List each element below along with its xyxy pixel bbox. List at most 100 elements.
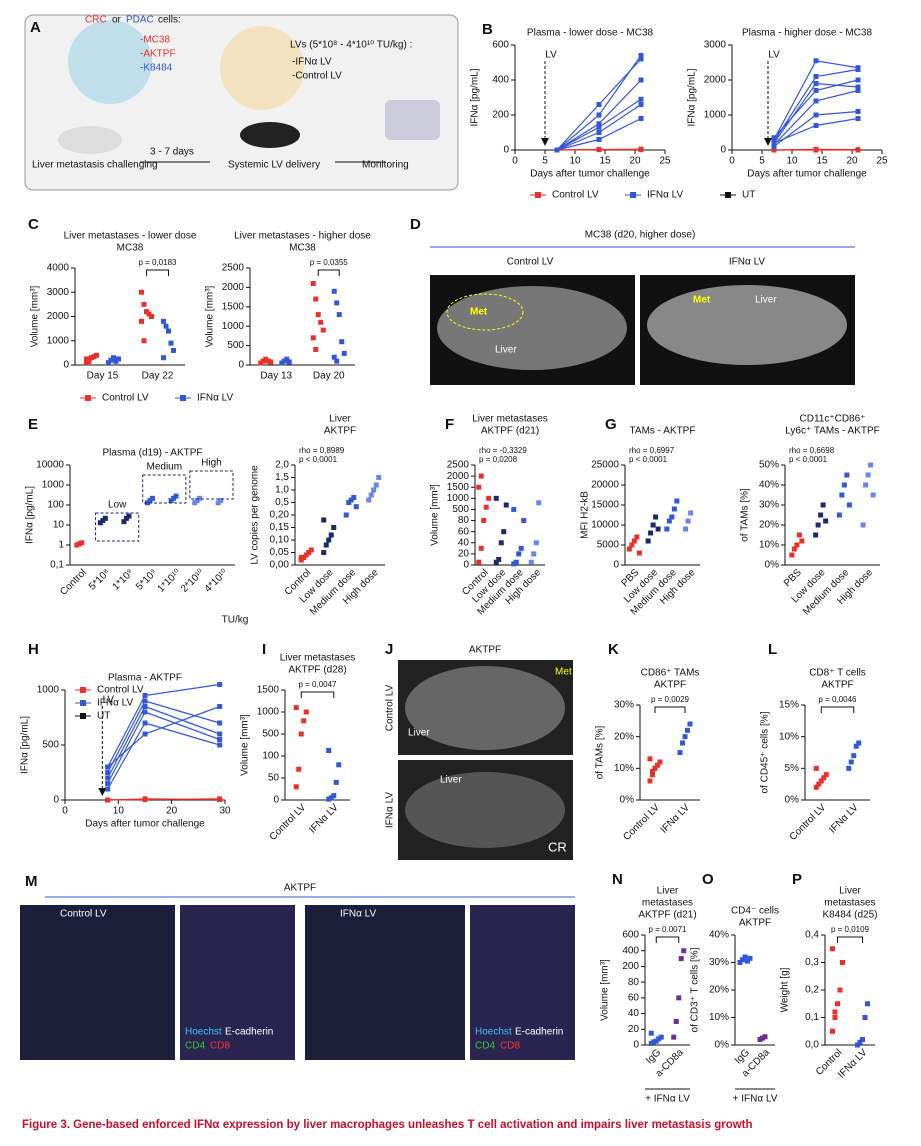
point xyxy=(493,495,499,501)
y-tick-label: 500 xyxy=(42,740,59,751)
point xyxy=(865,472,871,478)
x-tick-label: 30 xyxy=(219,806,231,817)
point xyxy=(669,514,675,520)
point xyxy=(476,484,482,490)
point xyxy=(851,753,857,759)
point xyxy=(142,709,148,715)
point xyxy=(286,359,292,365)
panel-title: Plasma - AKTPF xyxy=(108,673,182,684)
legend-label: Control LV xyxy=(552,190,599,201)
point xyxy=(310,335,316,341)
legend-label: Control LV xyxy=(97,685,144,696)
panel-letter: H xyxy=(28,641,39,658)
y-tick-label: 0,4 xyxy=(805,930,819,941)
y-tick-label: 0 xyxy=(273,795,279,806)
point xyxy=(116,356,121,362)
point xyxy=(478,473,484,479)
point xyxy=(685,727,690,733)
y-tick-label: 80 xyxy=(458,515,470,526)
point xyxy=(655,526,661,532)
y-axis-label: of CD3⁺ T cells [%] xyxy=(690,947,701,1032)
y-tick-label: 0 xyxy=(633,1040,639,1051)
x-axis-label: Days after tumor challenge xyxy=(85,819,205,830)
x-tick-label: 2*10¹⁰ xyxy=(179,567,207,595)
y-tick-label: 4000 xyxy=(47,263,70,274)
y-tick-label: 30% xyxy=(759,500,779,511)
point xyxy=(860,522,866,528)
panel-title: metastases xyxy=(642,898,693,909)
y-tick-label: 500 xyxy=(227,340,244,351)
y-tick-label: 0,1 xyxy=(50,560,64,571)
y-axis-label: MFI H2-kB xyxy=(580,491,591,539)
y-tick-label: 1 xyxy=(58,540,64,551)
x-tick-label: 20 xyxy=(166,806,178,817)
point xyxy=(596,130,602,135)
point xyxy=(647,756,653,762)
y-tick-label: 1000 xyxy=(257,707,280,718)
x-tick-label: 0 xyxy=(62,806,68,817)
annotation: LV xyxy=(768,50,780,61)
point xyxy=(745,958,750,964)
label: cells: xyxy=(158,15,181,26)
point xyxy=(481,518,487,524)
point xyxy=(818,512,824,518)
point xyxy=(840,960,845,965)
image-label: IFNα LV xyxy=(340,909,376,920)
point xyxy=(823,518,829,524)
y-tick-label: 10% xyxy=(614,763,634,774)
x-tick-label: Control xyxy=(58,567,89,598)
y-tick-label: 0% xyxy=(785,795,800,806)
point xyxy=(631,538,637,544)
y-tick-label: 2000 xyxy=(222,282,245,293)
point xyxy=(351,495,357,500)
point xyxy=(150,495,155,501)
stain-label: CD4 xyxy=(185,1041,205,1052)
point xyxy=(493,559,499,565)
y-tick-label: 50 xyxy=(268,773,280,784)
x-tick-label: 15 xyxy=(599,156,611,167)
y-tick-label: 1500 xyxy=(447,482,470,493)
y-axis-label: Volume [mm³] xyxy=(30,285,41,347)
x-axis-label: Days after tumor challenge xyxy=(530,169,650,180)
point xyxy=(478,545,484,551)
panel-title: AKTPF xyxy=(821,680,853,691)
y-tick-label: 20% xyxy=(759,520,779,531)
point xyxy=(320,327,326,333)
x-tick-label: 0 xyxy=(512,156,518,167)
image-label: Liver xyxy=(495,345,517,356)
panel-title: CD4⁻ cells xyxy=(731,906,779,917)
point xyxy=(823,772,829,778)
y-tick-label: 1000 xyxy=(42,480,65,491)
point xyxy=(554,147,560,153)
y-tick-label: 20000 xyxy=(591,480,619,491)
point xyxy=(217,737,223,742)
annotation: LV xyxy=(545,50,557,61)
y-axis-label: Volume [mm³] xyxy=(600,959,611,1021)
point xyxy=(853,743,859,749)
point xyxy=(836,512,842,518)
y-tick-label: 1500 xyxy=(222,301,245,312)
point xyxy=(513,559,519,565)
label: Monitoring xyxy=(362,160,409,171)
y-tick-label: 20% xyxy=(614,731,634,742)
point xyxy=(336,762,342,768)
point xyxy=(860,1037,865,1042)
y-tick-label: 60 xyxy=(458,526,470,537)
y-axis-label: IFNα [pg/mL] xyxy=(20,716,31,774)
point xyxy=(688,510,694,516)
point xyxy=(531,551,537,557)
point xyxy=(813,765,819,771)
y-tick-label: 0% xyxy=(620,795,635,806)
point xyxy=(796,532,802,538)
image-label: Liver xyxy=(440,775,462,786)
p-value: p = 0,0047 xyxy=(298,680,337,689)
dose-box xyxy=(95,512,140,542)
image-label: Met xyxy=(470,307,488,318)
image-title: MC38 (d20, higher dose) xyxy=(585,230,696,241)
legend-label: IFNα LV xyxy=(197,393,233,404)
panel-title: Liver metastases - lower dose xyxy=(64,231,197,242)
label: 3 - 7 days xyxy=(150,147,194,158)
point xyxy=(328,532,334,538)
mri-body xyxy=(405,772,565,848)
